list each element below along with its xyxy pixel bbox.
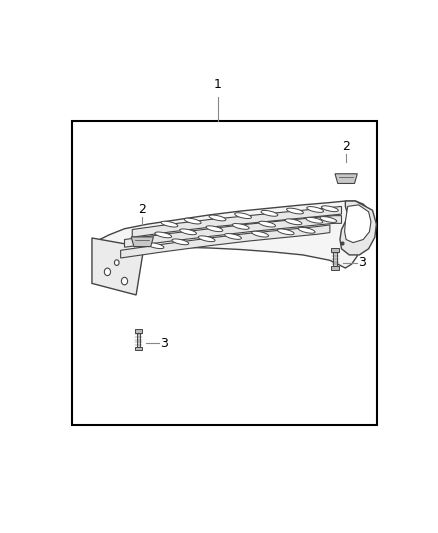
Polygon shape [131, 237, 153, 247]
Ellipse shape [206, 226, 223, 232]
Ellipse shape [306, 217, 323, 223]
Polygon shape [335, 174, 357, 183]
Ellipse shape [321, 206, 338, 212]
Polygon shape [134, 346, 142, 350]
Ellipse shape [298, 228, 315, 233]
Ellipse shape [235, 213, 251, 219]
Polygon shape [332, 265, 339, 270]
Bar [137, 333, 141, 346]
Text: 2: 2 [342, 140, 350, 152]
Ellipse shape [184, 218, 201, 224]
Polygon shape [92, 238, 144, 295]
Polygon shape [345, 205, 371, 243]
Text: 1: 1 [214, 78, 222, 92]
Ellipse shape [161, 221, 178, 227]
Circle shape [121, 277, 127, 285]
Polygon shape [93, 201, 372, 273]
Ellipse shape [225, 233, 241, 239]
Ellipse shape [172, 239, 189, 245]
Polygon shape [340, 201, 376, 255]
Bar [333, 252, 337, 265]
Polygon shape [120, 225, 330, 258]
Polygon shape [124, 216, 342, 247]
Ellipse shape [180, 229, 197, 235]
Circle shape [104, 268, 110, 276]
Ellipse shape [285, 219, 302, 225]
Ellipse shape [147, 243, 164, 248]
Text: 2: 2 [138, 203, 146, 216]
Ellipse shape [259, 221, 276, 227]
Ellipse shape [232, 223, 249, 229]
Polygon shape [132, 206, 342, 237]
Text: 3: 3 [160, 337, 168, 350]
Polygon shape [332, 248, 339, 252]
Ellipse shape [209, 215, 226, 221]
Ellipse shape [155, 232, 172, 238]
Ellipse shape [307, 207, 324, 212]
Ellipse shape [261, 211, 278, 216]
Bar [72, 122, 377, 425]
Ellipse shape [252, 231, 268, 237]
Polygon shape [134, 329, 142, 333]
Text: 3: 3 [358, 256, 366, 269]
Ellipse shape [320, 216, 337, 222]
Ellipse shape [286, 208, 304, 214]
Ellipse shape [277, 229, 294, 235]
Ellipse shape [198, 236, 215, 241]
Circle shape [114, 260, 119, 265]
